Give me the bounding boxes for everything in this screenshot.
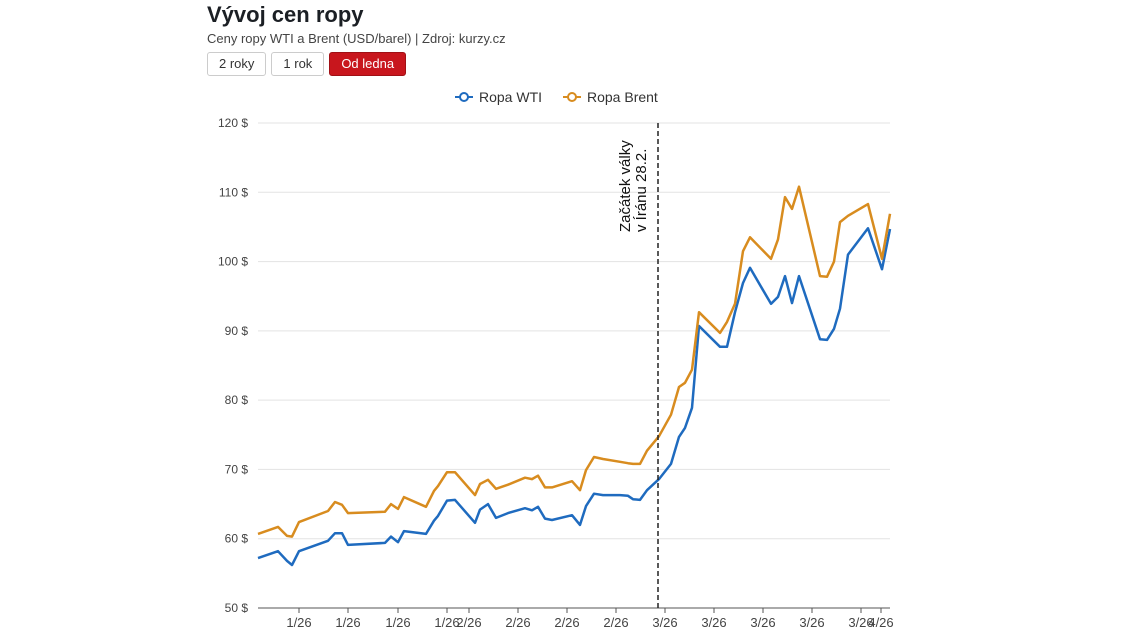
x-tick-label: 1/26 [335, 615, 360, 630]
legend-label: Ropa Brent [587, 89, 658, 105]
x-tick-label: 3/26 [701, 615, 726, 630]
legend-marker-icon [459, 92, 469, 102]
x-tick-label: 2/26 [505, 615, 530, 630]
legend-item-brent[interactable]: Ropa Brent [563, 89, 658, 105]
x-tick-label: 2/26 [456, 615, 481, 630]
x-tick-label: 2/26 [554, 615, 579, 630]
page-title: Vývoj cen ropy [207, 2, 364, 27]
annotation-text: v Íránu 28.2. [633, 149, 650, 232]
y-tick-label: 60 $ [225, 532, 249, 546]
x-tick-label: 3/26 [750, 615, 775, 630]
y-tick-label: 80 $ [225, 393, 249, 407]
series-line-brent [257, 185, 892, 538]
y-tick-label: 70 $ [225, 462, 249, 476]
x-tick-label: 3/26 [799, 615, 824, 630]
x-tick-label: 2/26 [603, 615, 628, 630]
annotation-text: Začátek války [617, 140, 634, 232]
x-tick-label: 4/26 [868, 615, 893, 630]
range-2-years-button[interactable]: 2 roky [207, 52, 267, 76]
range-buttons: 2 roky 1 rok Od ledna [207, 52, 407, 76]
range-ytd-button[interactable]: Od ledna [329, 52, 407, 76]
y-tick-label: 100 $ [218, 255, 248, 269]
x-tick-label: 3/26 [848, 615, 873, 630]
subtitle: Ceny ropy WTI a Brent (USD/barel) | Zdro… [207, 31, 506, 46]
range-1-year-button[interactable]: 1 rok [271, 52, 325, 76]
y-tick-label: 50 $ [225, 601, 249, 615]
x-tick-label: 3/26 [652, 615, 677, 630]
legend-item-wti[interactable]: Ropa WTI [455, 89, 542, 105]
legend-marker-icon [567, 92, 577, 102]
series-line-wti [257, 227, 892, 567]
x-tick-label: 1/26 [434, 615, 459, 630]
y-tick-label: 120 $ [218, 116, 248, 130]
legend-label: Ropa WTI [479, 89, 542, 105]
y-tick-label: 90 $ [225, 324, 249, 338]
x-tick-label: 1/26 [385, 615, 410, 630]
y-tick-label: 110 $ [219, 185, 248, 199]
x-tick-label: 1/26 [286, 615, 311, 630]
